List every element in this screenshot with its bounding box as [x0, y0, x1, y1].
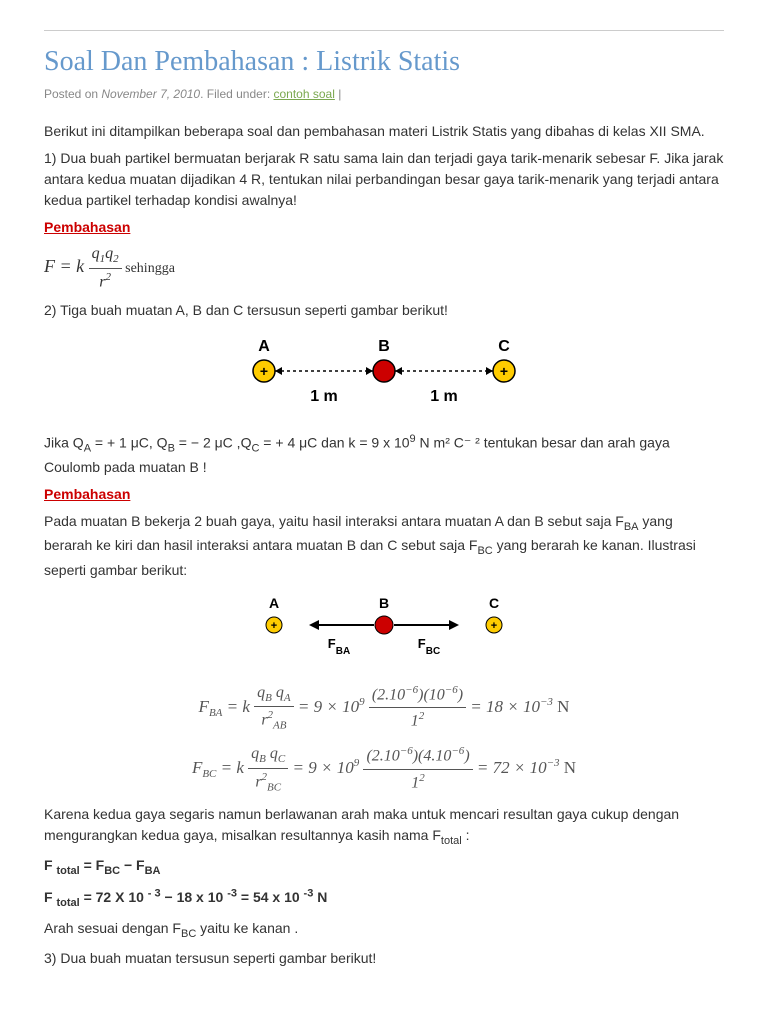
- conclusion-intro: Karena kedua gaya segaris namun berlawan…: [44, 804, 724, 849]
- label-A: A: [258, 338, 270, 355]
- equation-fbc: FBC = k qB qCr2BC = 9 × 109 (2.10−6)(4.1…: [44, 742, 724, 796]
- divider: [44, 30, 724, 31]
- svg-text:+: +: [491, 620, 497, 632]
- question-2: 2) Tiga buah muatan A, B dan C tersusun …: [44, 300, 724, 321]
- meta-date: November 7, 2010: [101, 87, 200, 101]
- distance-1: 1 m: [310, 388, 338, 405]
- charge-B-icon: [373, 360, 395, 382]
- equation-fba: FBA = k qB qAr2AB = 9 × 109 (2.10−6)(10−…: [44, 681, 724, 735]
- result-line-2: F total = 72 X 10 - 3 − 18 x 10 -3 = 54 …: [44, 886, 724, 912]
- force-FBA-label: FBA: [328, 636, 350, 657]
- direction-text: Arah sesuai dengan FBC yaitu ke kanan .: [44, 918, 724, 942]
- solution-label-2: Pembahasan: [44, 484, 724, 505]
- category-link[interactable]: contoh soal: [273, 87, 334, 101]
- distance-2: 1 m: [430, 388, 458, 405]
- question-1: 1) Dua buah partikel bermuatan berjarak …: [44, 148, 724, 211]
- diagram-2: A B C + + FBA FBC: [44, 593, 724, 669]
- diagram-1: A B C + + 1 m 1 m: [44, 333, 724, 419]
- sehingga: sehingga: [122, 261, 175, 276]
- solution-label-1: Pembahasan: [44, 217, 724, 238]
- q2-solution-text: Pada muatan B bekerja 2 buah gaya, yaitu…: [44, 511, 724, 581]
- svg-text:C: C: [489, 595, 499, 611]
- svg-text:B: B: [379, 595, 389, 611]
- svg-text:+: +: [260, 363, 268, 379]
- label-B: B: [378, 338, 390, 355]
- question-3: 3) Dua buah muatan tersusun seperti gamb…: [44, 948, 724, 969]
- svg-text:+: +: [500, 363, 508, 379]
- page-title: Soal Dan Pembahasan : Listrik Statis: [44, 41, 724, 83]
- label-C: C: [498, 338, 510, 355]
- force-FBC-label: FBC: [418, 636, 440, 657]
- charge-B2-icon: [375, 616, 393, 634]
- intro-text: Berikut ini ditampilkan beberapa soal da…: [44, 121, 724, 142]
- meta-sep: |: [335, 87, 341, 101]
- svg-text:A: A: [269, 595, 279, 611]
- q2-given: Jika QA = + 1 μC, QB = − 2 μC ,QC = + 4 …: [44, 431, 724, 478]
- result-line-1: F total = FBC − FBA: [44, 855, 724, 879]
- meta-filed: . Filed under:: [200, 87, 273, 101]
- svg-text:+: +: [271, 620, 277, 632]
- post-meta: Posted on November 7, 2010. Filed under:…: [44, 85, 724, 103]
- coulomb-formula: F = k q1q2r2 sehingga: [44, 242, 724, 294]
- meta-posted: Posted on: [44, 87, 101, 101]
